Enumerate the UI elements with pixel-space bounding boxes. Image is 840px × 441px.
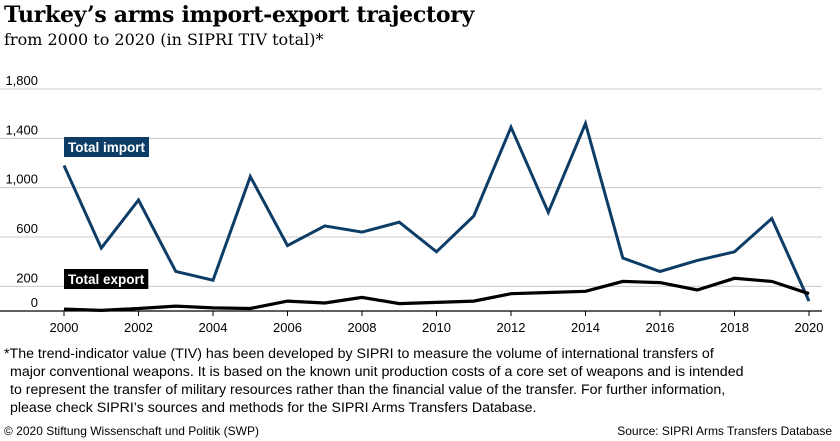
x-tick-label: 2020 [795, 320, 824, 335]
y-axis-ticks: 0 200 600 1,000 1,400 1,800 [5, 73, 38, 310]
y-tick-label: 1,800 [5, 73, 38, 88]
y-tick-label: 200 [16, 270, 38, 285]
footnote-line: major conventional weapons. It is based … [10, 364, 744, 380]
x-tick-label: 2014 [571, 320, 600, 335]
series-labels: Total import Total export [64, 137, 149, 289]
x-tick-label: 2006 [273, 320, 302, 335]
x-tick-label: 2000 [50, 320, 79, 335]
x-tick-label: 2008 [348, 320, 377, 335]
series-line-total-import [62, 118, 811, 302]
series-label-box [64, 269, 149, 289]
series-lines [62, 118, 811, 313]
series-label-text: Total export [68, 272, 145, 287]
chart-title: Turkey’s arms import-export trajectory [4, 2, 474, 28]
x-tick-label: 2010 [422, 320, 451, 335]
y-tick-label: 1,400 [5, 122, 38, 137]
series-label-text: Total import [68, 140, 145, 155]
copyright-notice: © 2020 Stiftung Wissenschaft und Politik… [4, 424, 259, 438]
series-line-total-export [63, 276, 810, 313]
y-tick-label: 600 [16, 221, 38, 236]
x-axis-ticks: 2000 2002 2004 2006 2008 2010 2012 2014 2016 2018… [50, 311, 824, 335]
x-tick-label: 2016 [646, 320, 675, 335]
series-label-total-export: Total export [64, 269, 149, 289]
x-tick-label: 2002 [124, 320, 153, 335]
footnote-line: *The trend-indicator value (TIV) has bee… [4, 346, 714, 362]
series-label-total-import: Total import [64, 137, 149, 157]
x-tick-label: 2012 [497, 320, 526, 335]
y-tick-label: 1,000 [5, 172, 38, 187]
footnote-line: please check SIPRI’s sources and methods… [10, 400, 537, 416]
y-tick-label: 0 [31, 295, 38, 310]
footnote: *The trend-indicator value (TIV) has bee… [4, 345, 824, 417]
x-tick-label: 2004 [199, 320, 228, 335]
footnote-line: to represent the transfer of military re… [10, 382, 726, 398]
chart-subtitle: from 2000 to 2020 (in SIPRI TIV total)* [4, 30, 324, 49]
series-label-box [64, 137, 149, 157]
x-tick-label: 2018 [720, 320, 749, 335]
source-credit: Source: SIPRI Arms Transfers Database [617, 424, 832, 438]
